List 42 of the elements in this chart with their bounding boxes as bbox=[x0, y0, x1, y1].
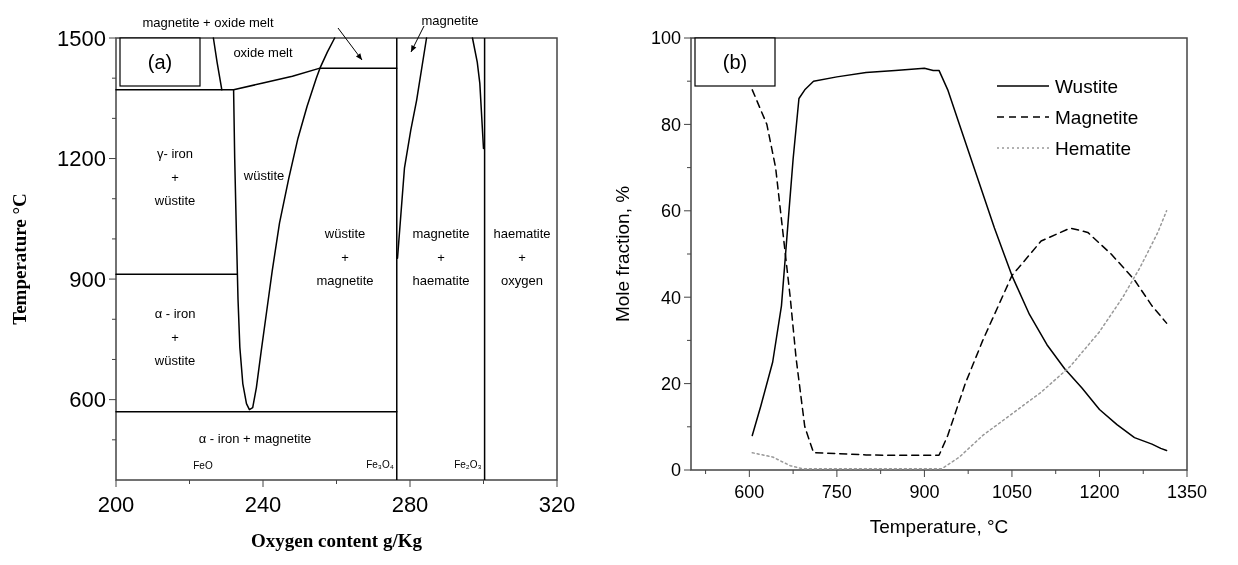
legend-label: Wustite bbox=[1055, 75, 1119, 97]
ref-line-label: Fe₃O₄ bbox=[366, 459, 394, 470]
ref-line-label: Fe₂O₃ bbox=[454, 459, 482, 470]
annotation: magnetite + haematite bbox=[412, 226, 470, 288]
y-tick-label: 80 bbox=[660, 114, 681, 135]
x-tick-label: 200 bbox=[97, 492, 135, 517]
y-tick-label: 600 bbox=[69, 387, 106, 413]
annotation: α - iron + magnetite bbox=[198, 430, 312, 446]
y-tick-label: 0 bbox=[670, 460, 681, 481]
y-tick-label: 20 bbox=[660, 373, 681, 394]
annotation: FeO bbox=[193, 459, 213, 471]
x-axis-title: Temperature, °C bbox=[869, 516, 1009, 537]
x-tick-label: 1050 bbox=[991, 482, 1032, 502]
y-tick-label: 900 bbox=[69, 266, 106, 292]
y-axis-title: Temperature °C bbox=[9, 193, 30, 325]
y-axis-title: Mole fraction, % bbox=[612, 185, 633, 323]
x-tick-label: 1350 bbox=[1166, 482, 1208, 502]
x-tick-label: 240 bbox=[244, 492, 282, 517]
y-tick-label: 60 bbox=[660, 201, 681, 222]
x-tick-label: 320 bbox=[538, 492, 576, 517]
y-tick-label: 100 bbox=[650, 28, 681, 49]
text: magnetite bbox=[421, 12, 479, 28]
x-axis-title: Oxygen content g/Kg bbox=[251, 530, 423, 551]
text: magnetite + oxide melt bbox=[142, 14, 274, 30]
annotation: α - iron + wüstite bbox=[153, 306, 196, 368]
annotation: γ- iron + wüstite bbox=[153, 146, 196, 208]
annotation: haematite + oxygen bbox=[493, 226, 551, 288]
annotation: oxide melt bbox=[233, 44, 294, 60]
x-tick-label: 280 bbox=[391, 492, 429, 517]
annotation: wüstite bbox=[242, 167, 285, 183]
legend-label: Magnetite bbox=[1055, 106, 1139, 128]
annotation: (b) bbox=[722, 51, 748, 73]
annotation: wüstite + magnetite bbox=[316, 226, 374, 288]
y-tick-label: 1500 bbox=[57, 25, 106, 51]
x-tick-label: 750 bbox=[821, 482, 852, 502]
y-tick-label: 1200 bbox=[57, 146, 106, 172]
annotation: (a) bbox=[147, 51, 173, 73]
y-tick-label: 40 bbox=[660, 287, 681, 308]
x-tick-label: 1200 bbox=[1079, 482, 1120, 502]
x-tick-label: 900 bbox=[909, 482, 940, 502]
x-tick-label: 600 bbox=[734, 482, 765, 502]
legend-label: Hematite bbox=[1055, 137, 1132, 159]
